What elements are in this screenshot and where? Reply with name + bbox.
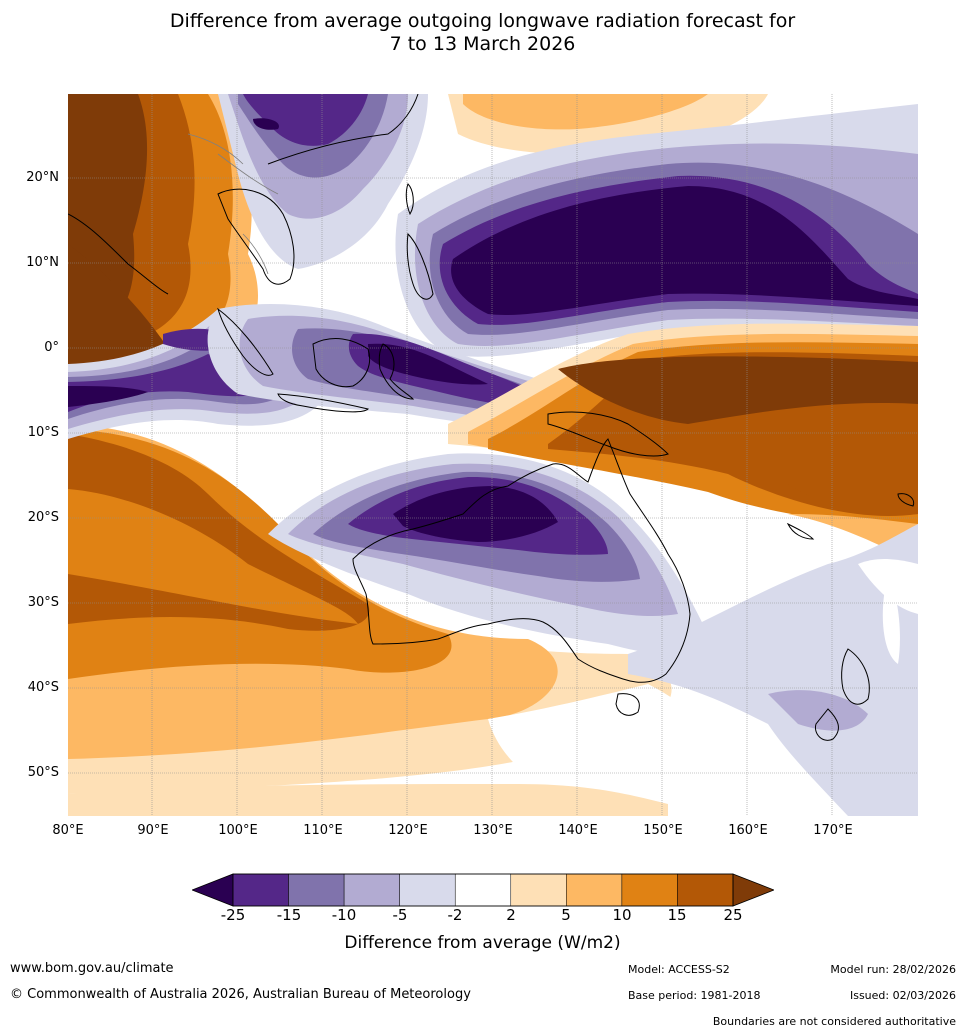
lon-label-120e: 120°E — [388, 823, 428, 838]
anomaly-southern-light — [68, 784, 668, 816]
anomaly-se-white — [882, 574, 900, 664]
lat-label-20n: 20°N — [26, 170, 59, 185]
colorbar-segment-5 — [510, 873, 567, 907]
colorbar-outline — [232, 873, 734, 907]
colorbar-segment-4 — [454, 873, 512, 907]
coast-new-zealand-s — [814, 708, 839, 741]
anomaly-epac-25 — [558, 356, 918, 424]
colorbar-segment-1 — [288, 873, 345, 907]
colorbar-tick-25: 25 — [723, 906, 743, 924]
issued-date: Issued: 02/03/2026 — [849, 989, 956, 1002]
colorbar-segment-7 — [621, 873, 678, 907]
colorbar — [192, 873, 774, 907]
lon-label-80e: 80°E — [52, 823, 84, 838]
lon-label-130e: 130°E — [473, 823, 513, 838]
lat-label-10n: 10°N — [26, 255, 59, 270]
colorbar-segments — [232, 873, 734, 907]
website-link[interactable]: www.bom.gov.au/climate — [10, 961, 174, 976]
coast-india — [68, 213, 169, 295]
anomaly-nw-25b — [68, 244, 178, 379]
map-gridlines — [68, 94, 918, 816]
anomaly-nasia-25 — [253, 118, 279, 130]
coast-tasmania — [615, 693, 640, 716]
copyright-text: © Commonwealth of Australia 2026, Austra… — [10, 987, 471, 1002]
coast-fiji — [897, 493, 915, 507]
colorbar-segment-2 — [343, 873, 400, 907]
country-borders — [187, 133, 279, 275]
lon-label-140e: 140°E — [558, 823, 598, 838]
lon-label-100e: 100°E — [218, 823, 258, 838]
colorbar-tick-neg2: -2 — [447, 906, 463, 924]
lon-label-150e: 150°E — [643, 823, 683, 838]
title-line-1: Difference from average outgoing longwav… — [169, 10, 796, 32]
lat-label-10s: 10°S — [27, 425, 59, 440]
lat-label-equator: 0° — [44, 340, 59, 355]
colorbar-tick-neg15: -15 — [276, 906, 302, 924]
boundaries-disclaimer: Boundaries are not considered authoritat… — [712, 1015, 956, 1028]
colorbar-tick-neg25: -25 — [220, 906, 246, 924]
lat-label-20s: 20°S — [27, 510, 59, 525]
coast-indochina — [217, 188, 295, 285]
lon-label-110e: 110°E — [303, 823, 343, 838]
colorbar-segment-3 — [399, 873, 456, 907]
chart-title: Difference from average outgoing longwav… — [0, 10, 965, 56]
anomaly-npac-5 — [463, 94, 708, 130]
title-line-2: 7 to 13 March 2026 — [389, 33, 576, 55]
colorbar-tick-2: 2 — [506, 906, 516, 924]
lon-label-90e: 90°E — [137, 823, 169, 838]
colorbar-tick-neg5: -5 — [392, 906, 408, 924]
colorbar-under-triangle — [192, 873, 234, 907]
coast-java — [277, 393, 369, 413]
lat-label-30s: 30°S — [27, 595, 59, 610]
model-run-date: Model run: 28/02/2026 — [830, 963, 956, 976]
colorbar-over-triangle — [732, 873, 774, 907]
map-canvas — [68, 94, 918, 816]
coast-new-zealand-n — [841, 648, 870, 705]
anomaly-mc-25 — [368, 343, 488, 385]
anomaly-nasia-15 — [243, 94, 368, 146]
coast-borneo — [312, 338, 371, 388]
anomaly-wpac-25 — [451, 186, 918, 315]
colorbar-tick-5: 5 — [561, 906, 571, 924]
model-name: Model: ACCESS-S2 — [628, 963, 730, 976]
coast-philippines — [406, 232, 434, 300]
lon-label-160e: 160°E — [728, 823, 768, 838]
coast-sulawesi — [378, 343, 415, 400]
anomaly-cpac-light — [788, 514, 918, 564]
coast-china — [267, 94, 419, 165]
anomaly-aus-25 — [393, 486, 558, 542]
anomaly-se-light — [628, 524, 918, 816]
lon-label-170e: 170°E — [813, 823, 853, 838]
coast-taiwan — [405, 183, 414, 216]
colorbar-segment-8 — [677, 873, 734, 907]
anomaly-eq-io-25 — [68, 386, 148, 407]
colorbar-tick-neg10: -10 — [331, 906, 357, 924]
lat-label-50s: 50°S — [27, 765, 59, 780]
coastlines — [68, 94, 915, 741]
colorbar-tick-10: 10 — [612, 906, 632, 924]
anomaly-band-sw-15b — [68, 489, 358, 624]
base-period: Base period: 1981-2018 — [628, 989, 761, 1002]
colorbar-label: Difference from average (W/m2) — [344, 933, 621, 953]
anomaly-epac-15b — [788, 431, 918, 515]
lat-label-40s: 40°S — [27, 680, 59, 695]
olr-anomaly-map — [68, 94, 918, 816]
colorbar-segment-0 — [232, 873, 289, 907]
anomaly-southern-white — [488, 684, 728, 794]
colorbar-tick-15: 15 — [667, 906, 687, 924]
anomaly-se-5 — [768, 690, 868, 731]
colorbar-segment-6 — [566, 873, 623, 907]
coast-australia — [352, 438, 691, 683]
coast-new-caledonia — [786, 522, 815, 540]
coast-new-guinea — [547, 411, 669, 457]
coast-sumatra — [217, 307, 274, 376]
